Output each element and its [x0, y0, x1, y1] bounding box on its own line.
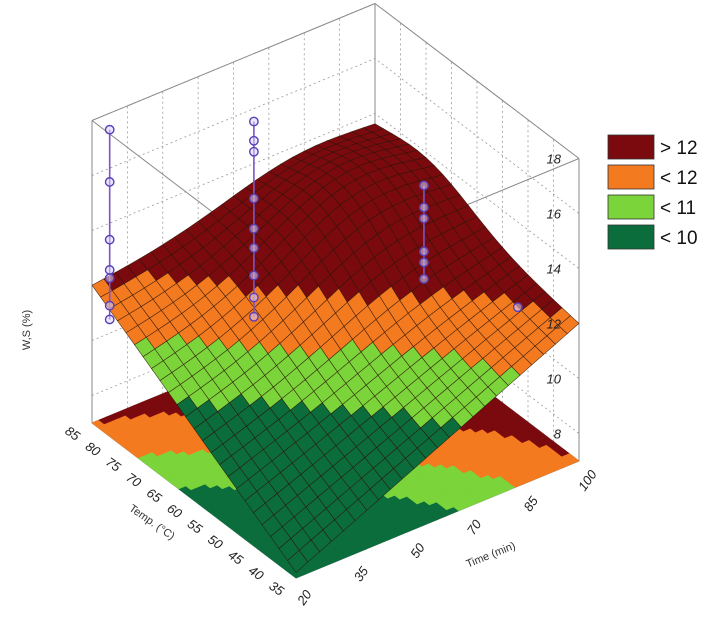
observation-point — [248, 193, 259, 204]
observation-point — [104, 124, 115, 135]
box-edge — [91, 3, 376, 121]
z-tick-label: 10 — [547, 372, 562, 387]
observation-point — [104, 300, 115, 311]
legend: > 12 < 12 < 11 < 10 — [607, 134, 698, 250]
x-tick-label: 80 — [83, 439, 104, 460]
x-tick-label: 75 — [103, 454, 124, 475]
y-axis-label: Time (min) — [464, 540, 517, 571]
legend-label: > 12 — [660, 138, 698, 159]
observation-point — [104, 273, 115, 284]
observation-point — [248, 243, 259, 253]
z-tick-label: 18 — [547, 152, 562, 167]
observation-point — [419, 202, 429, 213]
observation-point — [419, 180, 429, 191]
observation-point — [104, 234, 115, 245]
y-tick-label: 35 — [351, 563, 372, 584]
x-tick-label: 65 — [144, 485, 165, 506]
legend-label: < 12 — [660, 168, 698, 189]
y-tick-label: 70 — [464, 516, 485, 537]
x-tick-label: 35 — [266, 578, 287, 599]
z-axis-label: W,S (%) — [21, 310, 33, 350]
y-tick-label: 50 — [407, 540, 428, 561]
observation-point — [248, 292, 259, 303]
observation-point — [104, 177, 115, 187]
legend-swatch — [607, 164, 655, 190]
response-surface — [91, 123, 580, 573]
surface-cell — [287, 549, 309, 573]
legend-swatch — [607, 224, 655, 250]
legend-swatch — [607, 134, 655, 160]
y-tick-label: 85 — [520, 493, 541, 514]
observation-point — [419, 257, 429, 268]
box-edge — [374, 3, 580, 159]
x-tick-label: 60 — [164, 501, 185, 522]
observation-point — [248, 146, 259, 157]
observation-point — [419, 246, 429, 257]
y-tick-label: 100 — [575, 467, 600, 494]
x-tick-label: 45 — [226, 547, 247, 568]
legend-swatch — [607, 194, 655, 220]
observation-point — [419, 274, 429, 284]
z-tick-label: 12 — [547, 317, 562, 332]
z-tick-label: 16 — [547, 207, 562, 222]
observation-point — [419, 213, 429, 224]
observation-point — [248, 116, 259, 127]
observation-stems — [104, 116, 523, 325]
z-tick-label: 8 — [554, 427, 562, 442]
z-gridline — [91, 3, 580, 159]
x-tick-label: 70 — [124, 470, 145, 491]
legend-label: < 11 — [660, 198, 696, 219]
x-tick-label: 40 — [246, 563, 267, 584]
x-tick-label: 85 — [62, 423, 83, 444]
z-tick-label: 14 — [547, 262, 561, 277]
legend-label: < 10 — [660, 228, 698, 249]
y-tick-label: 20 — [293, 587, 315, 609]
observation-point — [248, 270, 259, 281]
x-tick-label: 55 — [185, 516, 206, 537]
observation-point — [104, 265, 115, 275]
observation-point — [104, 314, 115, 325]
observation-point — [248, 223, 259, 234]
observation-point — [248, 311, 259, 322]
observation-point — [248, 135, 259, 146]
observation-point — [512, 302, 523, 313]
x-tick-label: 50 — [205, 532, 226, 553]
